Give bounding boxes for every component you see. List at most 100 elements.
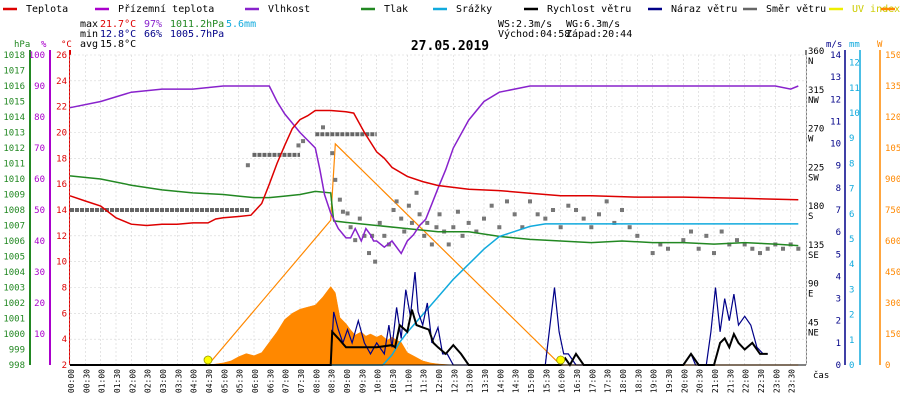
x-axis: 00:00 00:30 01:00 01:30 02:00 02:30 03:00 03:30… [67,369,829,393]
axis-tick-temp: 6 [62,309,67,319]
legend-label: Přízemní teplota [118,3,214,15]
legend-label: Rychlost větru [547,3,631,15]
series-wind-direction-point [245,163,250,168]
axis-tick-hpa: 1015 [3,98,25,108]
axis-tick-dir: 270 [808,125,824,135]
x-tick-label: 19:30 [665,369,674,393]
stat-avg-temp: 15.8°C [100,39,136,50]
series-wind-direction-point [581,216,586,221]
x-tick-label: 09:00 [343,369,352,393]
axis-tick-w: 150 [885,330,900,340]
axis-tick-ms: 9 [836,162,841,172]
x-tick-label: 04:00 [190,369,199,393]
series-wind-direction-point [765,246,770,251]
series-wind-direction-point [719,229,724,234]
series-wind-direction-point [406,203,411,208]
series-wind-direction-point [796,246,801,251]
axis-tick-hpa: 1011 [3,160,25,170]
series-wind-direction-point [460,233,465,238]
x-tick-label: 08:30 [328,369,337,393]
x-tick-label: 00:30 [82,369,91,393]
axis-tick-dir: 135 [808,241,824,251]
series-wind-direction-point [362,233,367,238]
series-wind-direction-point [505,199,509,204]
series-wind-direction-point [696,246,701,251]
series-wind-direction-point [348,225,353,230]
chart-title: 27.05.2019 [411,39,489,54]
series-wind-direction-point [742,242,747,247]
x-tick-label: 05:30 [236,369,245,393]
axis-tick-w: 1200 [885,113,900,123]
series-wind-direction-point [474,229,479,234]
series-uv-marker [203,355,213,365]
series-wind-direction-point [353,238,358,243]
series-wind-direction-point [597,212,601,217]
x-tick-label: 13:30 [481,369,490,393]
axis-tick-temp: 20 [56,129,67,139]
axis-tick-pct: 40 [34,237,45,247]
series-wind-direction-point [429,242,434,247]
stat-max-rain: 5.6mm [226,19,256,30]
series-wind-direction-point [750,246,755,251]
stat-sunrise: Východ:04:58 [498,28,570,40]
series-wind-direction-point [377,220,382,225]
series-wind-direction-point [409,220,414,225]
series-wind-direction-point [434,225,439,230]
series-wind-direction-point [333,177,338,182]
x-tick-label: 19:00 [650,369,659,393]
axis-unit-pct: % [41,40,47,50]
axis-tick-temp: 10 [56,258,67,268]
series-wind-direction-point [417,212,422,217]
axis-tick-ms: 14 [830,51,841,61]
series-wind-direction-point [373,259,378,264]
stat-min-temp: 12.8°C [100,29,136,40]
axis-tick-dir: E [808,290,813,300]
series-wind-direction-point [382,233,387,238]
axis-tick-dir: 45 [808,318,819,328]
axis-tick-pct: 10 [34,330,45,340]
x-tick-label: 23:00 [772,369,781,393]
series-wind-direction-point [712,251,716,256]
legend-label: Tlak [384,4,408,15]
axis-tick-w: 1350 [885,82,900,92]
series-wind-direction-point [489,203,494,208]
axis-tick-temp: 2 [62,361,67,371]
series-wind-direction-point [612,220,617,225]
series-wind-direction-point [658,242,663,247]
x-tick-label: 06:30 [266,369,275,393]
axis-tick-w: 600 [885,237,900,247]
series-wind-direction-point [399,216,404,221]
plot-area [69,54,807,367]
axis-tick-w: 750 [885,206,900,216]
axis-tick-dir: NE [808,328,819,338]
series-pressure [69,175,799,247]
stat-avg-label: avg [80,39,98,50]
series-wind-direction-point [340,209,345,214]
axis-tick-mm: 6 [849,210,854,220]
series-wind-direction-point [386,242,391,247]
axis-tick-hpa: 1006 [3,237,25,247]
axis-tick-temp: 14 [56,206,67,216]
axis-tick-dir: 360 [808,47,824,57]
stats-block: max 21.7°C 97% 1011.2hPa 5.6mm min 12.8°… [80,19,632,50]
axis-tick-dir: 90 [808,280,819,290]
series-wind-direction-point [321,125,325,130]
stat-min-humidity: 66% [144,29,162,40]
axis-tick-hpa: 1008 [3,206,25,216]
axis-tick-mm: 8 [849,159,854,169]
axis-tick-ms: 0 [836,361,841,371]
axis-tick-dir: 225 [808,163,824,173]
series-wind-direction-point [528,199,532,204]
axis-tick-pct: 80 [34,113,45,123]
axis-tick-temp: 8 [62,284,67,294]
series-wind-direction-point [650,251,655,256]
x-tick-label: 23:30 [788,369,797,393]
series-temperature [69,109,799,227]
x-tick-label: 17:30 [604,369,613,393]
axis-tick-ms: 11 [830,117,841,127]
series-wind-direction-point [451,225,456,230]
axis-tick-ms: 8 [836,184,841,194]
series-wind-direction-point [422,233,427,238]
series-wind-direction-point [566,203,571,208]
